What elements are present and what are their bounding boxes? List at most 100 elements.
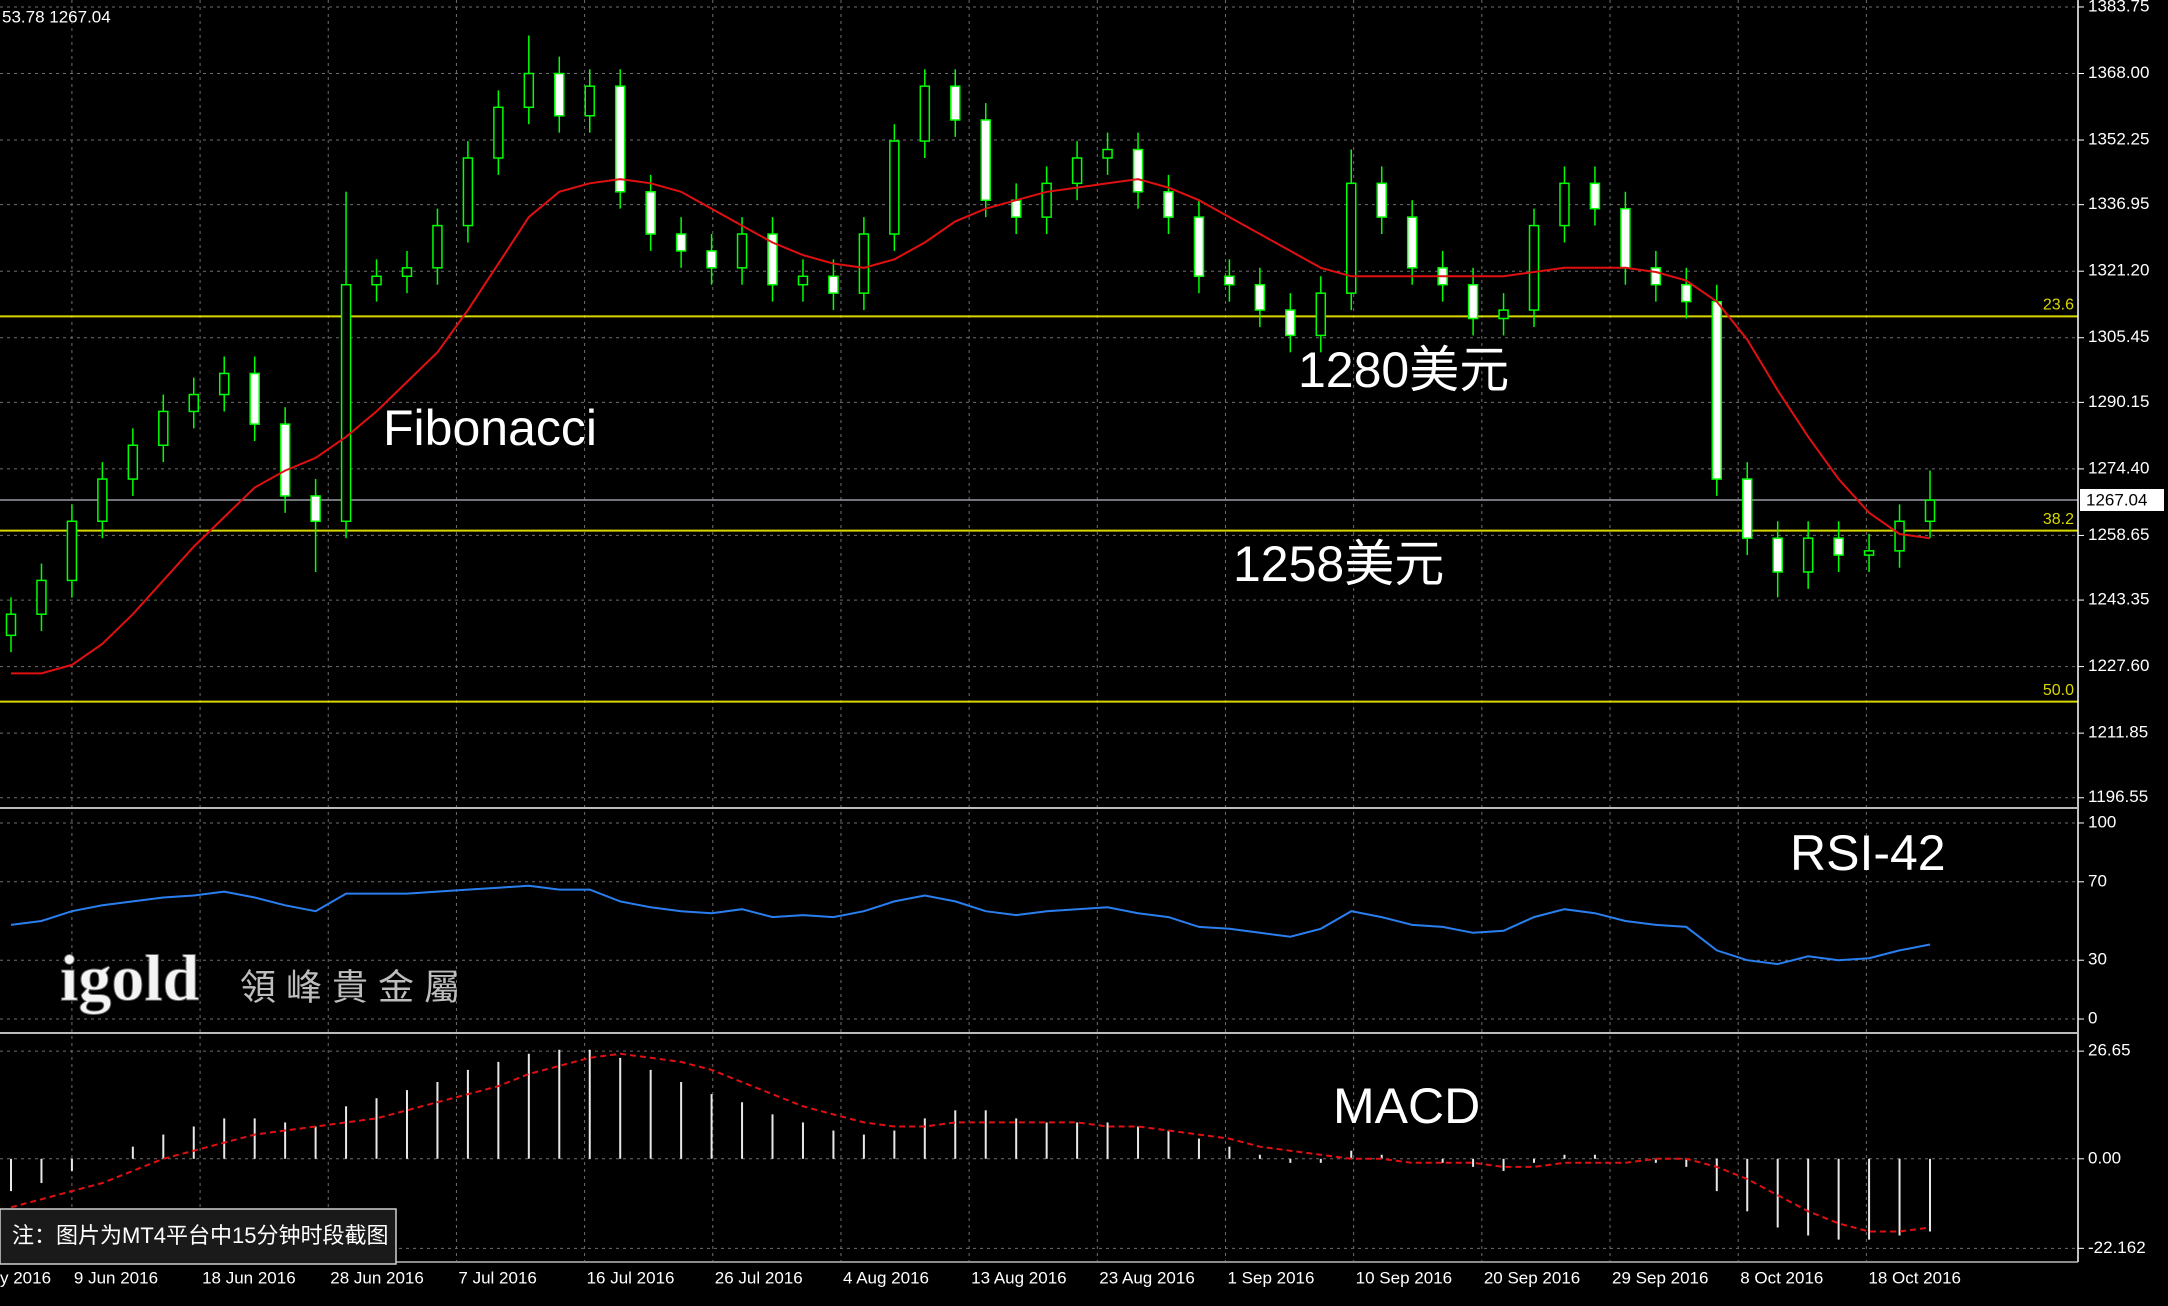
x-tick-label: 18 Oct 2016	[1868, 1268, 1961, 1287]
candle-body	[127, 444, 139, 480]
candle-body	[554, 72, 565, 117]
candle-body	[980, 119, 991, 201]
candle-body	[645, 191, 656, 235]
candle-body	[767, 233, 778, 286]
x-tick-label: 26 Jul 2016	[715, 1268, 803, 1287]
y-tick-label: 1336.95	[2088, 194, 2149, 213]
candle-body	[1833, 537, 1844, 556]
candle-body	[523, 72, 535, 109]
y-tick-label: 70	[2088, 871, 2107, 890]
candle-body	[1924, 499, 1936, 523]
candle-body	[1650, 267, 1662, 286]
candle-body	[584, 85, 595, 117]
moving-average	[11, 178, 1931, 675]
candle-body	[279, 423, 291, 497]
candle-body	[1376, 182, 1387, 218]
y-tick-label: 26.65	[2088, 1041, 2131, 1060]
fib-label: 38.2	[2043, 511, 2074, 528]
y-tick-label: 0.00	[2088, 1148, 2121, 1167]
x-tick-label: 23 Aug 2016	[1099, 1268, 1194, 1287]
x-tick-label: 20 Sep 2016	[1484, 1268, 1580, 1287]
marks: 23.6 38.2 50.0	[0, 35, 2078, 1240]
candle-body	[1711, 300, 1723, 480]
candle-body	[1863, 550, 1875, 556]
y-tick-label: 1290.15	[2088, 392, 2149, 411]
candle-body	[340, 283, 352, 523]
y-tick-label: 1274.40	[2088, 458, 2149, 477]
annotation: Fibonacci	[383, 400, 597, 456]
y-tick-label: 1305.45	[2088, 327, 2149, 346]
candle-body	[1681, 283, 1692, 303]
candle-body	[1010, 199, 1022, 218]
candle-body	[1498, 309, 1509, 320]
candle-body	[401, 267, 413, 278]
info-text: 53.78 1267.04	[2, 7, 111, 26]
x-tick-label: 8 Oct 2016	[1740, 1268, 1823, 1287]
candle-body	[310, 495, 321, 523]
candle-body	[675, 233, 687, 252]
candle-body	[1041, 182, 1052, 218]
candle-body	[97, 478, 108, 523]
candle-body	[1528, 224, 1540, 311]
candle-body	[1163, 191, 1174, 218]
y-tick-label: 1321.20	[2088, 261, 2149, 280]
y-tick-label: 1352.25	[2088, 130, 2149, 149]
candle-body	[797, 275, 809, 286]
macd-signal	[10, 1052, 1931, 1233]
candle-body	[1285, 309, 1296, 337]
candle-body	[1132, 148, 1144, 193]
candle-body	[188, 393, 200, 413]
candle-body	[1559, 182, 1570, 227]
fib-label: 50.0	[2043, 682, 2074, 699]
candle-body	[1254, 283, 1266, 311]
price-box-label: 1267.04	[2086, 490, 2147, 509]
candle-body	[5, 613, 17, 637]
y-tick-label: 1383.75	[2088, 0, 2149, 15]
x-tick-label: 7 Jul 2016	[458, 1268, 536, 1287]
candle-body	[1589, 182, 1601, 210]
y-tick-label: 0	[2088, 1009, 2097, 1028]
candle-body	[1071, 157, 1083, 185]
candle-body	[218, 372, 230, 396]
annotation: 1258美元	[1233, 536, 1444, 592]
note-box	[0, 1208, 397, 1265]
y-tick-label: 1211.85	[2088, 723, 2148, 742]
candle-body	[1772, 537, 1783, 573]
y-tick-label: 1258.65	[2088, 525, 2149, 544]
candle-body	[1193, 216, 1205, 278]
candle-body	[889, 140, 900, 235]
candle-body	[1802, 537, 1814, 573]
x-tick-label: 29 Sep 2016	[1612, 1268, 1708, 1287]
candle-body	[1315, 292, 1327, 337]
candle-body	[1741, 478, 1753, 539]
macd-title: MACD	[1333, 1078, 1480, 1134]
y-tick-label: 100	[2088, 812, 2116, 831]
candle-body	[1467, 283, 1479, 320]
logo: igold	[60, 942, 199, 1015]
candle-body	[493, 106, 504, 159]
rsi-title: RSI-42	[1790, 825, 1946, 881]
x-tick-label: 28 Jun 2016	[330, 1268, 424, 1287]
candle-body	[1620, 207, 1631, 269]
y-tick-label: 1243.35	[2088, 590, 2149, 609]
candle-body	[249, 372, 260, 425]
logo-subtitle: 領 峰 貴 金 屬	[240, 967, 460, 1008]
note: 注：图片为MT4平台中15分钟时段截图	[12, 1223, 388, 1248]
candle-body	[36, 579, 47, 615]
candle-body	[706, 250, 717, 269]
y-tick-label: 1227.60	[2088, 656, 2149, 675]
candle-body	[950, 85, 961, 121]
x-tick-label: 18 Jun 2016	[202, 1268, 296, 1287]
candle-body	[462, 157, 474, 227]
y-tick-label: 30	[2088, 950, 2107, 969]
candle-body	[1406, 216, 1418, 269]
candle-body	[432, 224, 443, 269]
candle-body	[614, 85, 626, 193]
x-tick-label: 13 Aug 2016	[971, 1268, 1066, 1287]
candle-body	[828, 275, 839, 294]
y-tick-label: 1196.55	[2088, 787, 2148, 806]
rsi-line	[10, 884, 1931, 966]
candle-body	[1894, 520, 1905, 552]
